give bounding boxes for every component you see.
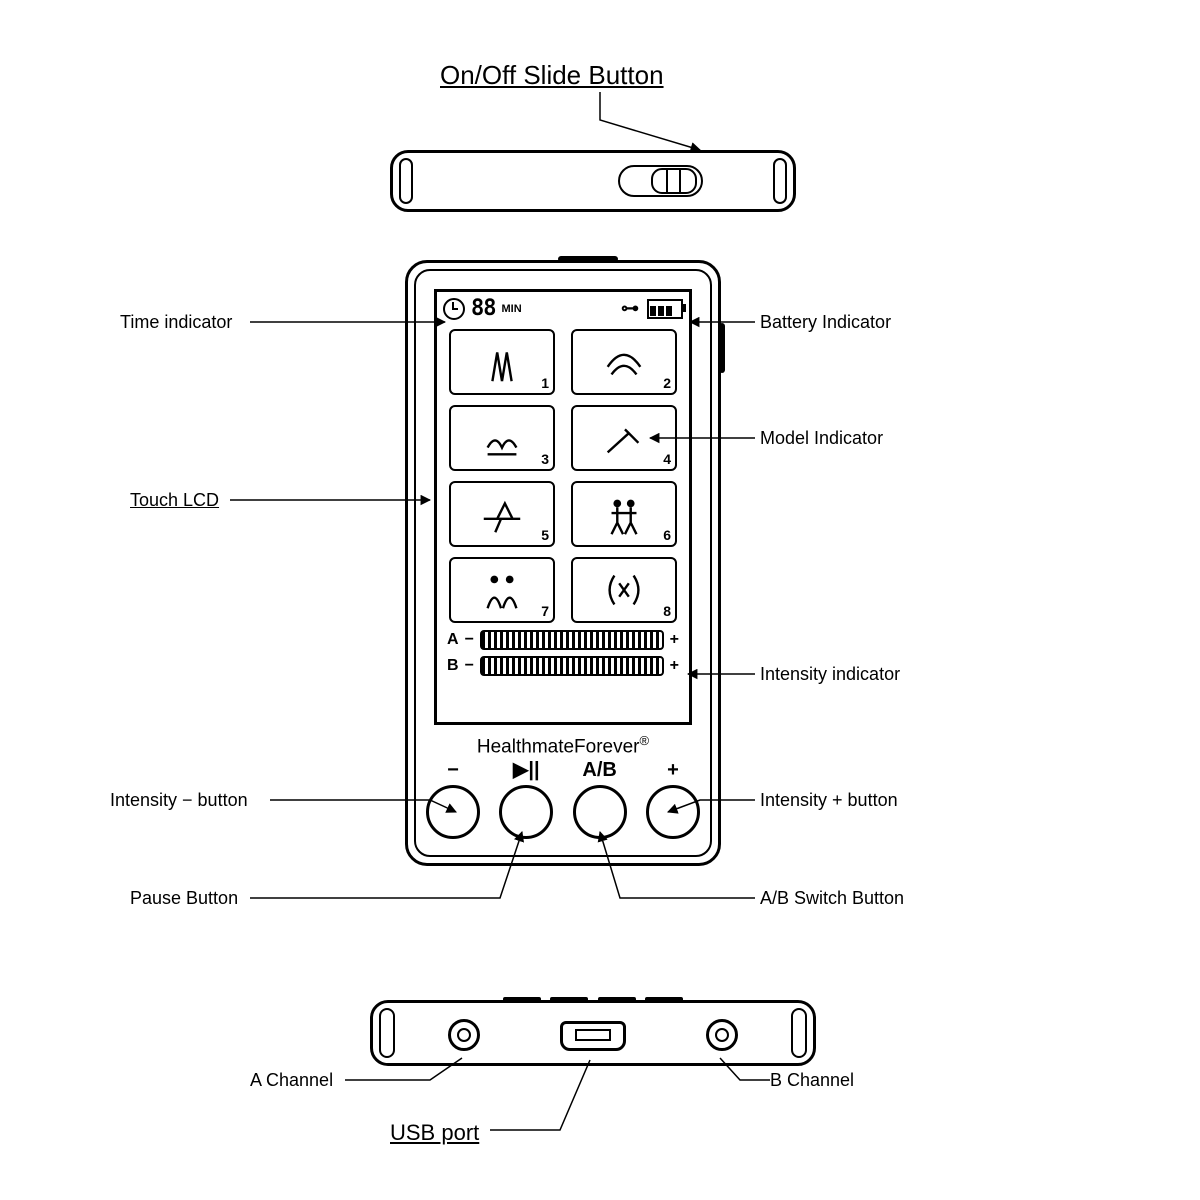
mode-num: 3 bbox=[541, 451, 549, 467]
slide-knob-icon bbox=[651, 168, 697, 194]
intensity-a: A− + bbox=[437, 627, 689, 653]
device-bottom-edge bbox=[370, 1000, 816, 1066]
label-b-channel: B Channel bbox=[770, 1070, 854, 1091]
label-a-channel: A Channel bbox=[250, 1070, 333, 1091]
min-unit: MIN bbox=[502, 303, 522, 315]
ab-switch-button[interactable] bbox=[573, 785, 627, 839]
time-value: 88 bbox=[471, 296, 496, 321]
intensity-plus-button[interactable] bbox=[646, 785, 700, 839]
minus-label: − bbox=[447, 759, 459, 781]
clock-icon bbox=[443, 298, 465, 320]
mode-num: 1 bbox=[541, 375, 549, 391]
intensity-b: B− + bbox=[437, 653, 689, 679]
mode-2[interactable]: 2 bbox=[571, 329, 677, 395]
mode-num: 4 bbox=[663, 451, 671, 467]
intensity-minus-button[interactable] bbox=[426, 785, 480, 839]
intensity-bar-a[interactable] bbox=[480, 630, 664, 650]
label-pause: Pause Button bbox=[130, 888, 238, 909]
intensity-bar-b[interactable] bbox=[480, 656, 664, 676]
mode-num: 2 bbox=[663, 375, 671, 391]
label-ab-switch: A/B Switch Button bbox=[760, 888, 904, 909]
device-top-edge bbox=[390, 150, 796, 212]
mode-1[interactable]: 1 bbox=[449, 329, 555, 395]
pause-label: ▶|| bbox=[513, 759, 540, 781]
mode-8[interactable]: 8 bbox=[571, 557, 677, 623]
battery-icon bbox=[647, 299, 683, 319]
onoff-slide-switch[interactable] bbox=[618, 165, 703, 197]
mode-num: 8 bbox=[663, 603, 671, 619]
label-int-plus: Intensity + button bbox=[760, 790, 898, 811]
label-battery: Battery Indicator bbox=[760, 312, 891, 333]
plus-label: + bbox=[667, 759, 679, 781]
lock-icon: ⊶ bbox=[621, 298, 639, 319]
brand-text: HealthmateForever® bbox=[408, 733, 718, 758]
label-usb: USB port bbox=[390, 1120, 479, 1146]
mode-num: 6 bbox=[663, 527, 671, 543]
mode-grid: 1 2 3 4 5 bbox=[437, 323, 689, 627]
device-front: 88 MIN ⊶ 1 2 3 bbox=[405, 260, 721, 866]
label-time: Time indicator bbox=[120, 312, 232, 333]
label-int-ind: Intensity indicator bbox=[760, 664, 900, 685]
mode-4[interactable]: 4 bbox=[571, 405, 677, 471]
mode-5[interactable]: 5 bbox=[449, 481, 555, 547]
touch-lcd[interactable]: 88 MIN ⊶ 1 2 3 bbox=[434, 289, 692, 725]
b-channel-jack[interactable] bbox=[706, 1019, 738, 1051]
label-touch-lcd: Touch LCD bbox=[130, 490, 219, 511]
label-model: Model Indicator bbox=[760, 428, 883, 449]
mode-num: 5 bbox=[541, 527, 549, 543]
mode-7[interactable]: 7 bbox=[449, 557, 555, 623]
ab-label: A/B bbox=[582, 759, 616, 781]
usb-port[interactable] bbox=[560, 1021, 626, 1051]
pause-button[interactable] bbox=[499, 785, 553, 839]
mode-3[interactable]: 3 bbox=[449, 405, 555, 471]
mode-6[interactable]: 6 bbox=[571, 481, 677, 547]
a-channel-jack[interactable] bbox=[448, 1019, 480, 1051]
mode-num: 7 bbox=[541, 603, 549, 619]
title-onoff: On/Off Slide Button bbox=[440, 60, 664, 91]
label-int-minus: Intensity − button bbox=[110, 790, 248, 811]
